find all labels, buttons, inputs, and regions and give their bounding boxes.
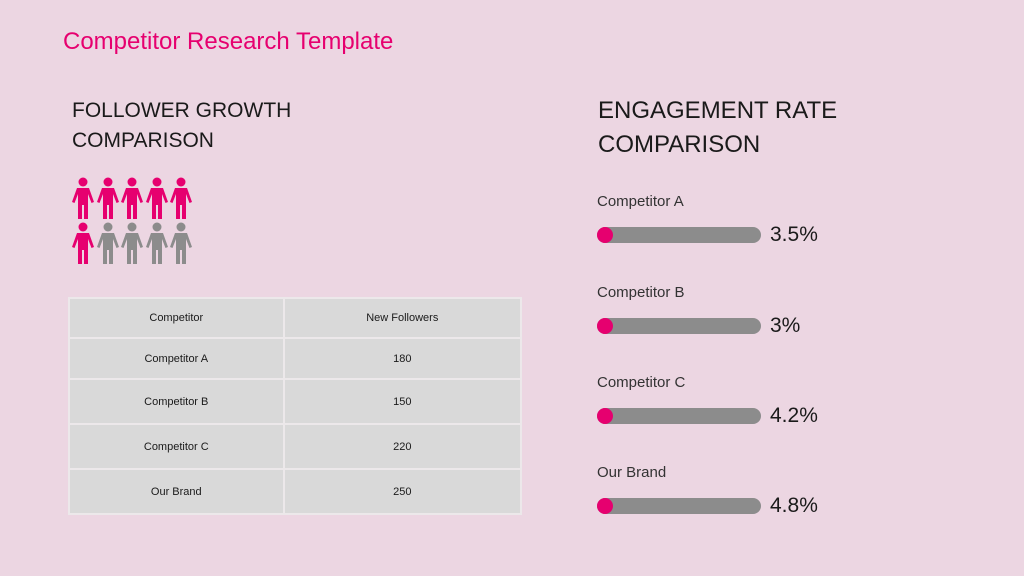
person-icon (145, 222, 168, 264)
person-icon (96, 222, 119, 264)
table-cell: Competitor A (68, 337, 285, 380)
engagement-heading: ENGAGEMENT RATE COMPARISON (598, 97, 838, 158)
header-cell: New Followers (282, 297, 523, 339)
table-cell: Our Brand (68, 468, 285, 515)
engagement-value: 3.5% (770, 223, 818, 246)
bar-dot (597, 498, 613, 514)
person-icon (121, 222, 144, 264)
engagement-bar (597, 227, 761, 243)
table-cell: 250 (282, 468, 523, 515)
table-row: Competitor C 220 (68, 423, 523, 470)
engagement-value: 4.2% (770, 404, 818, 427)
engagement-value: 4.8% (770, 494, 818, 517)
table-cell: 150 (282, 378, 523, 425)
engagement-label: Our Brand (597, 464, 667, 481)
engagement-item: Our Brand 4.8% (597, 464, 818, 518)
table-cell: Competitor C (68, 423, 285, 470)
header-cell: Competitor (68, 297, 285, 339)
engagement-item: Competitor B 3% (597, 284, 800, 338)
page-title: Competitor Research Template (63, 28, 394, 55)
engagement-bar (597, 318, 761, 334)
engagement-value: 3% (770, 314, 801, 337)
engagement-label: Competitor B (597, 284, 685, 301)
engagement-label: Competitor A (597, 193, 684, 210)
table-cell: 220 (282, 423, 523, 470)
bar-dot (597, 318, 613, 334)
table-cell: 180 (282, 337, 523, 380)
engagement-item: Competitor A 3.5% (597, 193, 818, 247)
engagement-label: Competitor C (597, 374, 686, 391)
people-icon-grid (71, 177, 194, 265)
person-icon (96, 177, 119, 219)
bar-dot (597, 408, 613, 424)
person-icon (121, 177, 144, 219)
engagement-item: Competitor C 4.2% (597, 374, 818, 428)
table-cell: Competitor B (68, 378, 285, 425)
person-icon (72, 222, 94, 264)
person-icon (170, 222, 193, 264)
follower-growth-heading: FOLLOWER GROWTH COMPARISON (72, 99, 292, 152)
table-header-row: Competitor New Followers (68, 297, 523, 339)
bar-dot (597, 227, 613, 243)
person-icon (145, 177, 168, 219)
person-icon (170, 177, 193, 219)
follower-table: Competitor New Followers Competitor A 180… (68, 297, 523, 515)
engagement-bar (597, 498, 761, 514)
table-row: Competitor A 180 (68, 337, 523, 380)
table-row: Competitor B 150 (68, 378, 523, 425)
table-row: Our Brand 250 (68, 468, 523, 515)
engagement-bar (597, 408, 761, 424)
person-icon (72, 177, 94, 219)
